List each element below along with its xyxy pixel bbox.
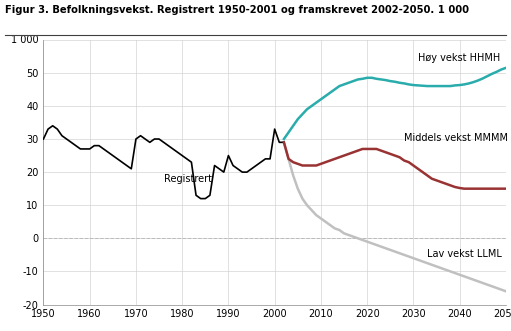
Text: Figur 3. Befolkningsvekst. Registrert 1950-2001 og framskrevet 2002-2050. 1 000: Figur 3. Befolkningsvekst. Registrert 19… — [5, 5, 469, 15]
Text: Registrert: Registrert — [164, 174, 212, 184]
Text: 1 000: 1 000 — [11, 35, 39, 45]
Text: Lav vekst LLML: Lav vekst LLML — [427, 249, 502, 259]
Text: Høy vekst HHMH: Høy vekst HHMH — [418, 53, 500, 63]
Text: Middels vekst MMMM: Middels vekst MMMM — [404, 133, 508, 143]
